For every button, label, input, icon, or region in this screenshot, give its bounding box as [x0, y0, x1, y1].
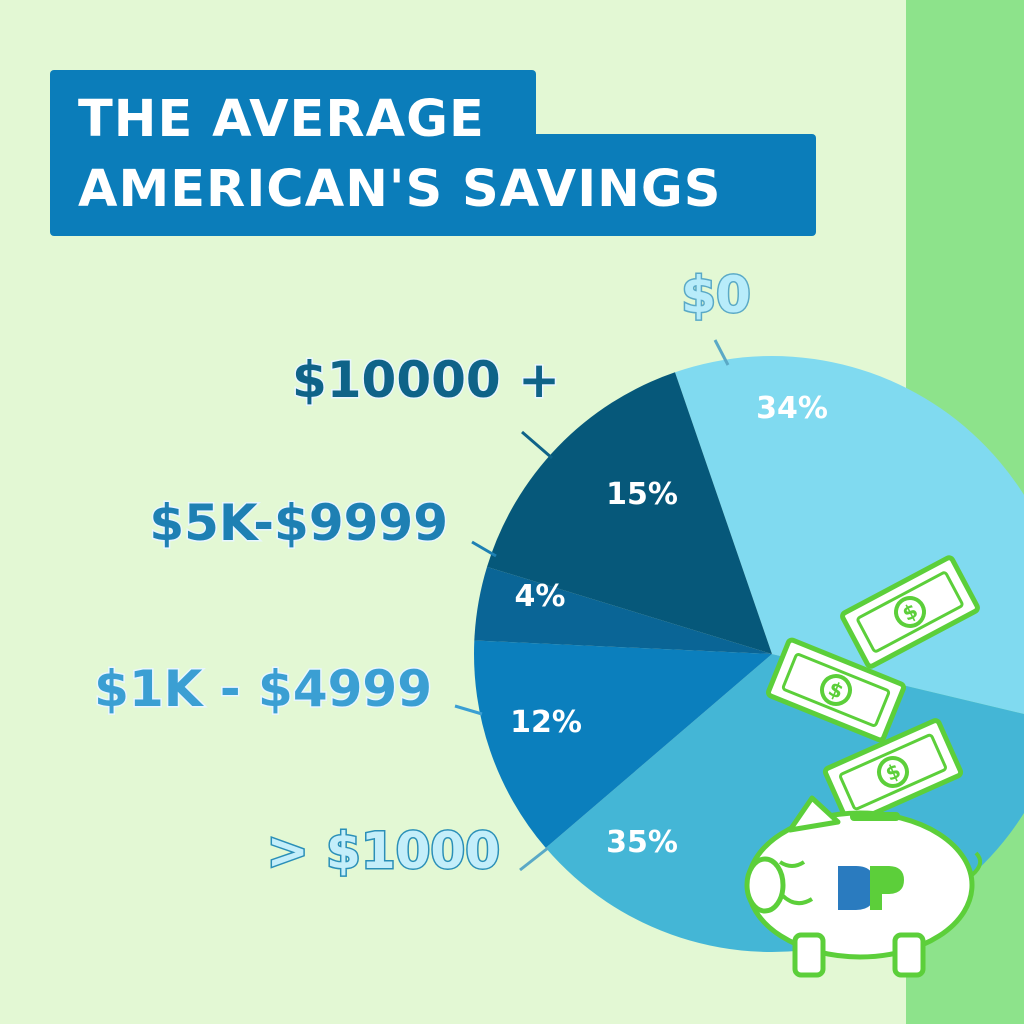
leader-line	[713, 339, 730, 366]
leader-line	[454, 704, 483, 716]
category-label: > $1000	[267, 822, 500, 880]
category-label: $1K - $4999	[94, 660, 432, 718]
leader-line	[471, 540, 497, 558]
category-label: $5K-$9999	[149, 494, 448, 552]
percent-label: 4%	[515, 579, 566, 614]
title-line-1: THE AVERAGE	[78, 90, 485, 149]
title-line-2: AMERICAN'S SAVINGS	[78, 160, 722, 219]
percent-label: 15%	[606, 477, 678, 512]
leader-lines	[454, 339, 730, 872]
category-label: $10000 +	[292, 351, 560, 409]
dollar-bill-icon: $	[765, 637, 907, 743]
percent-label: 34%	[756, 391, 828, 426]
pie-slice	[474, 640, 772, 848]
percent-label: 12%	[510, 705, 582, 740]
brand-logo-icon	[838, 866, 904, 910]
percent-labels: 34% 35% 12% 4% 15%	[510, 391, 828, 860]
leader-line	[521, 430, 553, 460]
category-labels: $0 > $1000 $1K - $4999 $5K-$9999 $10000 +	[93, 265, 753, 882]
pie-slice	[474, 566, 772, 654]
category-label: $0	[681, 266, 751, 324]
percent-label: 35%	[606, 825, 678, 860]
leader-line	[519, 846, 549, 872]
pie-slice	[487, 372, 772, 654]
dollar-bill-icon: $	[840, 555, 980, 669]
title-box-bottom	[50, 134, 816, 236]
dollar-bill-icon: $	[822, 718, 964, 826]
